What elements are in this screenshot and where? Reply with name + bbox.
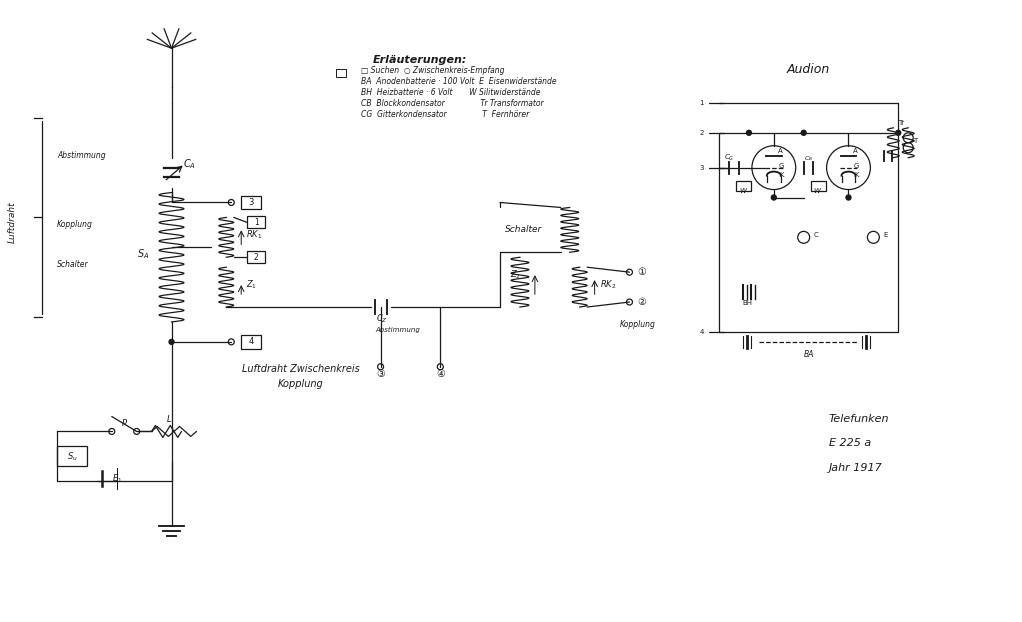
Text: $S_A$: $S_A$ [137, 247, 149, 261]
Circle shape [772, 195, 777, 200]
Circle shape [134, 429, 140, 434]
Text: Abstimmung: Abstimmung [57, 151, 105, 160]
Text: ①: ① [638, 267, 646, 277]
Circle shape [895, 131, 900, 136]
Text: Kopplung: Kopplung [57, 220, 93, 230]
Bar [811, 180, 826, 190]
Text: $RK_2$: $RK_2$ [600, 278, 616, 290]
Text: Tr: Tr [898, 120, 904, 126]
Circle shape [746, 131, 751, 136]
Text: W: W [739, 187, 746, 193]
Circle shape [626, 299, 633, 305]
Circle shape [169, 340, 174, 345]
Circle shape [437, 364, 444, 369]
Bar [247, 251, 265, 263]
Text: G: G [853, 162, 860, 169]
Text: G: G [779, 162, 785, 169]
Text: Abstimmung: Abstimmung [376, 327, 420, 333]
Text: $S_u$: $S_u$ [66, 450, 78, 463]
Text: 3: 3 [700, 165, 704, 170]
Text: 2: 2 [700, 130, 704, 136]
Text: BA: BA [803, 350, 814, 359]
Circle shape [798, 231, 809, 243]
Text: A: A [779, 147, 783, 154]
Text: Erläuterungen:: Erläuterungen: [373, 55, 468, 65]
Text: CG  Gitterkondensator               T  Fernhörer: CG Gitterkondensator T Fernhörer [361, 110, 529, 119]
Text: Kopplung: Kopplung [278, 379, 324, 389]
Text: Schalter: Schalter [505, 225, 543, 234]
Circle shape [228, 200, 234, 205]
Text: A: A [853, 147, 857, 154]
Text: $E_1$: $E_1$ [111, 472, 122, 485]
Circle shape [903, 143, 914, 153]
Text: Jahr 1917: Jahr 1917 [829, 463, 882, 473]
Text: 1: 1 [253, 218, 259, 227]
Text: T: T [914, 137, 918, 144]
Text: $Z_2$: $Z_2$ [510, 268, 521, 281]
Text: ③: ③ [376, 369, 385, 379]
Text: $C_G$: $C_G$ [724, 152, 735, 163]
Text: 2: 2 [253, 253, 259, 262]
Text: K: K [780, 172, 784, 178]
Text: $C_B$: $C_B$ [803, 154, 812, 162]
Text: W: W [814, 187, 821, 193]
Circle shape [626, 269, 633, 275]
Text: BH  Heizbatterie · 6 Volt       W Silitwiderstände: BH Heizbatterie · 6 Volt W Silitwiderstä… [361, 88, 541, 97]
Text: E: E [883, 233, 888, 238]
Text: $Z_1$: $Z_1$ [246, 278, 258, 290]
Circle shape [846, 195, 851, 200]
Circle shape [377, 364, 383, 369]
Text: Kopplung: Kopplung [619, 320, 655, 329]
Text: BA  Anodenbatterie · 100 Volt  E  Eisenwiderstände: BA Anodenbatterie · 100 Volt E Eisenwide… [361, 77, 556, 86]
Text: K: K [854, 172, 858, 178]
Text: Schalter: Schalter [57, 260, 89, 269]
Bar [241, 195, 261, 210]
Circle shape [868, 231, 879, 243]
Text: $C_Z$: $C_Z$ [376, 313, 387, 325]
Text: Telefunken: Telefunken [829, 414, 889, 424]
Bar [336, 69, 345, 77]
Text: L: L [167, 414, 171, 424]
Text: 3: 3 [248, 198, 253, 207]
Text: □ Suchen  ○ Zwischenkreis-Empfang: □ Suchen ○ Zwischenkreis-Empfang [361, 66, 504, 75]
Circle shape [903, 133, 914, 143]
Circle shape [801, 131, 806, 136]
Text: $RK_1$: $RK_1$ [246, 228, 263, 241]
Circle shape [228, 339, 234, 345]
Text: ④: ④ [436, 369, 445, 379]
Text: Luftdraht Zwischenkreis: Luftdraht Zwischenkreis [242, 364, 360, 374]
Text: P: P [122, 419, 127, 429]
Text: CB  Blockkondensator               Tr Transformator: CB Blockkondensator Tr Transformator [361, 99, 544, 108]
Text: 4: 4 [700, 329, 704, 335]
Text: 4: 4 [248, 337, 253, 346]
Bar [247, 216, 265, 228]
Text: 1: 1 [700, 100, 704, 106]
Text: E 225 a: E 225 a [829, 439, 871, 448]
Bar [57, 447, 87, 466]
Text: Audion: Audion [787, 63, 830, 76]
Text: Luftdraht: Luftdraht [8, 202, 16, 243]
Text: ②: ② [638, 297, 646, 307]
Bar [737, 180, 751, 190]
Text: C: C [814, 233, 819, 238]
Bar [241, 335, 261, 349]
Text: $C_A$: $C_A$ [184, 157, 196, 172]
Circle shape [108, 429, 114, 434]
Text: BH: BH [742, 300, 752, 306]
